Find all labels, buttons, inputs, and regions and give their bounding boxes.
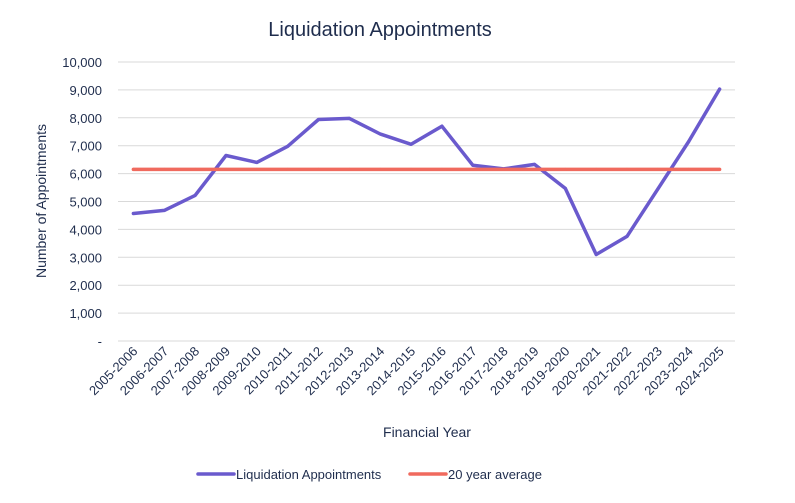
legend: Liquidation Appointments 20 year average <box>196 467 542 482</box>
data-point <box>162 167 166 171</box>
data-point <box>255 167 259 171</box>
series-lines <box>131 87 722 257</box>
legend-label-0: Liquidation Appointments <box>236 467 382 482</box>
data-point <box>193 167 197 171</box>
legend-label-1: 20 year average <box>448 467 542 482</box>
x-axis-label: Financial Year <box>383 424 471 440</box>
y-tick-labels: - 1,000 2,000 3,000 4,000 5,000 6,000 7,000 8,00… <box>62 55 102 349</box>
data-point <box>563 186 567 190</box>
data-point <box>409 167 413 171</box>
data-point <box>131 167 135 171</box>
data-point <box>347 167 351 171</box>
y-tick-label: 2,000 <box>69 278 102 293</box>
y-tick-label: 5,000 <box>69 195 102 210</box>
data-point <box>255 160 259 164</box>
data-point <box>594 167 598 171</box>
data-point <box>687 167 691 171</box>
data-point <box>471 167 475 171</box>
data-point <box>440 124 444 128</box>
data-point <box>532 167 536 171</box>
data-point <box>625 167 629 171</box>
data-point <box>224 167 228 171</box>
data-point <box>594 253 598 257</box>
y-tick-label: 4,000 <box>69 222 102 237</box>
data-point <box>162 208 166 212</box>
y-tick-label: 3,000 <box>69 250 102 265</box>
data-point <box>440 167 444 171</box>
y-axis-label: Number of Appointments <box>33 124 49 278</box>
data-point <box>502 167 506 171</box>
x-tick-labels: 2005-20062006-20072007-20082008-20092009… <box>86 344 727 399</box>
y-tick-label: - <box>98 334 102 349</box>
y-tick-label: 10,000 <box>62 55 102 70</box>
y-tick-label: 7,000 <box>69 139 102 154</box>
data-point <box>286 167 290 171</box>
data-point <box>224 153 228 157</box>
data-point <box>131 211 135 215</box>
data-point <box>317 117 321 121</box>
data-point <box>718 167 722 171</box>
data-point <box>378 132 382 136</box>
data-point <box>317 167 321 171</box>
data-point <box>193 193 197 197</box>
data-point <box>687 140 691 144</box>
chart-title: Liquidation Appointments <box>268 19 492 41</box>
data-point <box>286 144 290 148</box>
series-line-0 <box>131 87 722 257</box>
y-tick-label: 6,000 <box>69 167 102 182</box>
data-point <box>656 167 660 171</box>
data-point <box>656 187 660 191</box>
y-tick-label: 1,000 <box>69 306 102 321</box>
data-point <box>471 163 475 167</box>
data-point <box>378 167 382 171</box>
data-point <box>532 162 536 166</box>
y-tick-label: 8,000 <box>69 111 102 126</box>
data-point <box>563 167 567 171</box>
data-point <box>718 87 722 91</box>
data-point <box>625 234 629 238</box>
grid-lines <box>118 61 735 342</box>
y-tick-label: 9,000 <box>69 83 102 98</box>
data-point <box>347 116 351 120</box>
data-point <box>409 142 413 146</box>
